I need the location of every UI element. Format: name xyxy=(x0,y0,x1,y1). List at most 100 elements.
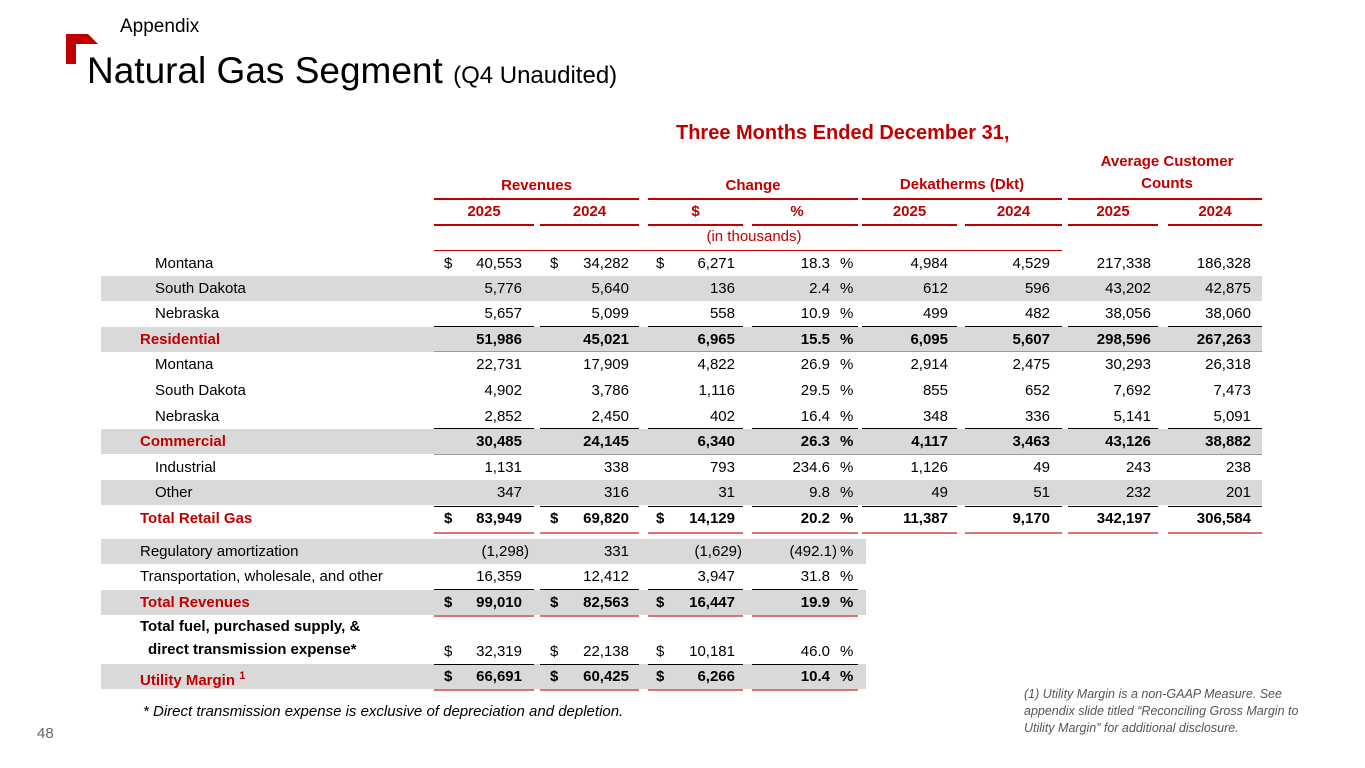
total-rule xyxy=(1068,506,1158,507)
currency-sign: $ xyxy=(656,643,665,660)
subtotal-rule xyxy=(1168,428,1262,429)
dkt-2025-cell: 11,387 xyxy=(902,510,948,527)
band-row xyxy=(101,539,866,564)
currency-sign: $ xyxy=(656,668,665,685)
pct-cell: 16.4 xyxy=(800,408,830,425)
dkt-2024-cell: 596 xyxy=(1024,280,1050,297)
dkt-2024-cell: 9,170 xyxy=(1012,510,1050,527)
row-label: Total Revenues xyxy=(140,594,250,611)
dkt-2025-cell: 499 xyxy=(922,305,948,322)
dkt24-year-underline xyxy=(965,224,1062,226)
table-row: Commercial 30,485 24,145 6,340 26.3 % 4,… xyxy=(0,429,1365,454)
customer-counts-header: Average Customer Counts xyxy=(1100,153,1234,192)
double-rule xyxy=(434,689,534,691)
double-rule xyxy=(540,532,639,534)
dkt-2025-cell: 4,117 xyxy=(911,433,948,450)
currency-sign: $ xyxy=(550,510,559,527)
rev-2025-cell: 5,776 xyxy=(484,280,522,297)
rev-2025-cell: 347 xyxy=(496,484,522,501)
dkt-2025-cell: 49 xyxy=(931,484,948,501)
total-rule xyxy=(540,589,639,590)
cust-2024-cell: 238 xyxy=(1225,459,1251,476)
band-row xyxy=(101,590,866,615)
utility-margin-label: Utility Margin xyxy=(140,672,236,689)
total-rule xyxy=(540,506,639,507)
pct-sign: % xyxy=(840,543,854,560)
pct-cell: 29.5 xyxy=(800,382,830,399)
currency-sign: $ xyxy=(550,594,559,611)
table-row: Regulatory amortization (1,298) 331 (1,6… xyxy=(0,539,1365,564)
subtotal-rule xyxy=(540,428,639,429)
pct-cell: 18.3 xyxy=(800,255,830,272)
subtotal-rule xyxy=(1068,326,1158,327)
row-label: Utility Margin 1 xyxy=(140,664,245,693)
total-rule xyxy=(434,589,534,590)
dkt-2025-header: 2025 xyxy=(892,203,927,220)
row-label: Residential xyxy=(140,331,221,348)
total-rule xyxy=(434,506,534,507)
cust-2024-cell: 38,882 xyxy=(1205,433,1251,450)
dkt-2025-cell: 4,984 xyxy=(910,255,948,272)
row-label: Total Retail Gas xyxy=(140,510,253,527)
change-cell: 402 xyxy=(709,408,735,425)
double-rule xyxy=(752,615,858,617)
double-rule xyxy=(540,689,639,691)
table-row: South Dakota 4,902 3,786 1,116 29.5 % 85… xyxy=(0,378,1365,403)
table-row: Nebraska 5,657 5,099 558 10.9 % 499 482 … xyxy=(0,301,1365,326)
dkt-2024-cell: 336 xyxy=(1024,408,1050,425)
chg-pct-header: % xyxy=(790,203,804,220)
pct-cell: 20.2 xyxy=(800,510,830,527)
pct-cell: 15.5 xyxy=(800,331,830,348)
page-title: Natural Gas Segment (Q4 Unaudited) xyxy=(87,50,617,92)
row-label: Nebraska xyxy=(155,305,220,322)
dkt-2025-cell: 855 xyxy=(922,382,948,399)
cust-2025-cell: 30,293 xyxy=(1105,356,1151,373)
currency-sign: $ xyxy=(656,510,665,527)
pct-sign: % xyxy=(840,568,854,585)
row-rule xyxy=(434,351,1262,352)
table-row: Transportation, wholesale, and other 16,… xyxy=(0,564,1365,589)
cust-2025-cell: 5,141 xyxy=(1113,408,1151,425)
corner-bracket-logo xyxy=(66,34,98,64)
band-row xyxy=(101,664,866,689)
band-row xyxy=(101,327,1262,352)
rev-2024-header: 2024 xyxy=(572,203,607,220)
rev-2024-cell: 12,412 xyxy=(583,568,629,585)
subtotal-rule xyxy=(1068,428,1158,429)
total-rule xyxy=(1168,506,1262,507)
pct-sign: % xyxy=(840,331,854,348)
dkt-2025-cell: 612 xyxy=(922,280,948,297)
total-rule xyxy=(540,664,639,665)
pct-sign: % xyxy=(840,382,854,399)
pct-sign: % xyxy=(840,408,854,425)
row-label: Industrial xyxy=(155,459,216,476)
cust25-year-underline xyxy=(1068,224,1158,226)
row-label: Montana xyxy=(155,255,214,272)
row-label: Commercial xyxy=(140,433,226,450)
pct-cell: 10.9 xyxy=(800,305,830,322)
title-main: Natural Gas Segment xyxy=(87,50,443,91)
pct-cell: 9.8 xyxy=(809,484,830,501)
total-rule xyxy=(752,589,858,590)
units-note: (in thousands) xyxy=(706,228,802,245)
pct-cell: 46.0 xyxy=(800,643,830,660)
rev-2024-cell: 3,786 xyxy=(591,382,629,399)
cust-2024-header: 2024 xyxy=(1198,203,1232,220)
table-row: $ 32,319 $ 22,138 $ 10,181 46.0 % xyxy=(0,639,1365,664)
double-rule xyxy=(752,689,858,691)
total-rule xyxy=(862,506,957,507)
rev-2025-cell: 4,902 xyxy=(484,382,522,399)
cust-2025-cell: 38,056 xyxy=(1105,305,1151,322)
rev-2025-header: 2025 xyxy=(467,203,501,220)
chg-year-underline xyxy=(648,224,743,226)
revenues-underline xyxy=(434,198,639,200)
pct-sign: % xyxy=(840,255,854,272)
rev-2024-cell: 69,820 xyxy=(583,510,629,527)
double-rule xyxy=(752,532,858,534)
currency-sign: $ xyxy=(444,510,453,527)
rev-2024-cell: 5,099 xyxy=(591,305,629,322)
double-rule xyxy=(648,532,743,534)
cust24-year-underline xyxy=(1168,224,1262,226)
cust-2024-cell: 186,328 xyxy=(1196,255,1251,272)
non-gaap-note: (1) Utility Margin is a non-GAAP Measure… xyxy=(1024,687,1299,735)
